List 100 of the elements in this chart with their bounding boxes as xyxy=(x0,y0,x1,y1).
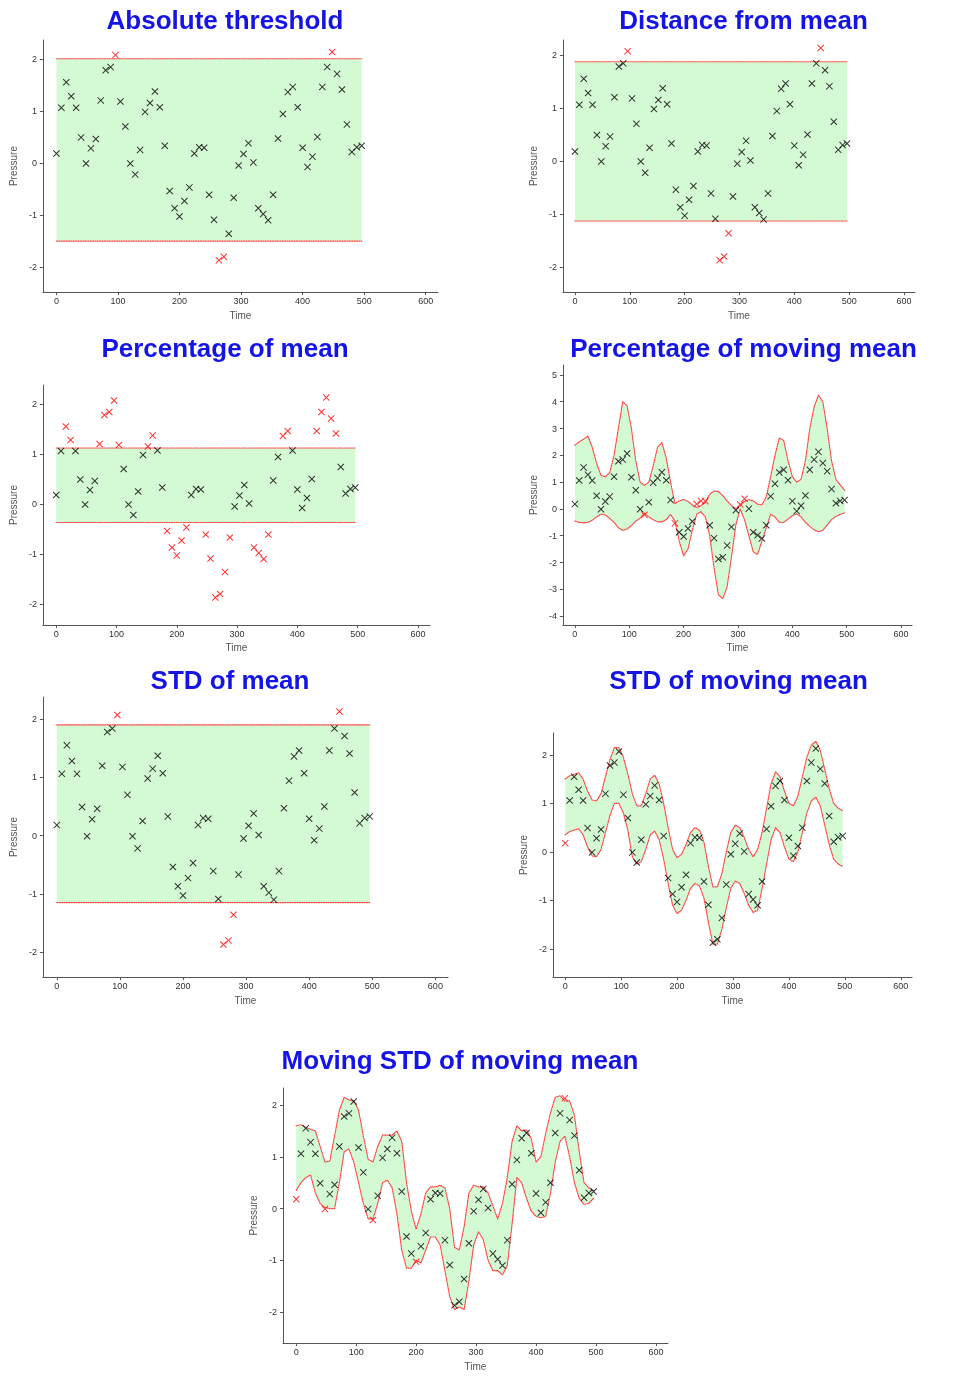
y-tick-label: 0 xyxy=(551,156,557,167)
line-series xyxy=(295,1135,595,1311)
x-tick-label: 400 xyxy=(301,980,317,991)
x-axis-title: Time xyxy=(234,994,257,1006)
x-tick-label: 400 xyxy=(786,295,802,306)
x-tick-label: 0 xyxy=(562,980,568,991)
x-axis-title: Time xyxy=(229,309,252,321)
y-tick-label: 1 xyxy=(551,102,557,113)
y-tick-label: -2 xyxy=(538,943,547,954)
y-axis-title: Pressure xyxy=(527,474,539,516)
y-tick-label: -2 xyxy=(548,262,557,273)
y-tick-label: -3 xyxy=(548,584,557,595)
y-tick-label: 0 xyxy=(31,830,37,841)
x-tick-label: 600 xyxy=(896,295,912,306)
x-tick-label: 200 xyxy=(677,295,693,306)
y-tick-label: 1 xyxy=(31,449,37,459)
y-tick-label: -2 xyxy=(28,947,37,958)
x-axis-title: Time xyxy=(464,1360,487,1372)
x-tick-label: 0 xyxy=(293,1346,299,1357)
y-tick-label: 0 xyxy=(551,503,557,514)
x-tick-label: 200 xyxy=(175,980,191,991)
x-tick-label: 500 xyxy=(841,295,857,306)
x-tick-label: 300 xyxy=(229,628,245,639)
x-tick-label: 300 xyxy=(468,1346,484,1357)
y-axis-title: Pressure xyxy=(517,834,529,876)
chart-title: Percentage of mean xyxy=(101,333,349,363)
line-series xyxy=(564,796,844,945)
line-series xyxy=(564,740,844,888)
x-tick-label: 0 xyxy=(572,628,578,639)
chart-title: Percentage of moving mean xyxy=(570,333,917,363)
y-tick-label: 5 xyxy=(551,369,557,380)
x-tick-label: 0 xyxy=(53,295,59,306)
x-axis-title: Time xyxy=(225,642,248,654)
x-tick-label: 100 xyxy=(108,628,124,639)
x-tick-label: 500 xyxy=(588,1346,604,1357)
y-tick-label: 2 xyxy=(271,1100,277,1111)
y-tick-label: -1 xyxy=(28,549,37,559)
x-tick-label: 100 xyxy=(613,980,629,991)
y-tick-label: 0 xyxy=(541,846,547,857)
x-tick-label: 500 xyxy=(350,628,366,639)
chart-title: Moving STD of moving mean xyxy=(281,1045,639,1075)
y-axis-title: Pressure xyxy=(247,1195,259,1236)
y-tick-label: -2 xyxy=(268,1307,277,1318)
y-tick-label: 0 xyxy=(31,157,37,168)
x-tick-label: 200 xyxy=(408,1346,424,1357)
y-tick-label: 4 xyxy=(551,396,557,407)
x-tick-label: 200 xyxy=(676,628,692,639)
x-tick-label: 200 xyxy=(669,980,685,991)
x-tick-label: 600 xyxy=(893,628,909,639)
x-tick-label: 200 xyxy=(169,628,185,639)
x-tick-label: 600 xyxy=(410,628,426,639)
y-tick-label: -1 xyxy=(268,1255,277,1266)
y-axis-title: Pressure xyxy=(7,145,19,187)
x-tick-label: 500 xyxy=(364,980,380,991)
x-tick-label: 100 xyxy=(112,980,128,991)
y-tick-label: 2 xyxy=(31,53,37,64)
x-tick-label: 100 xyxy=(348,1346,364,1357)
x-tick-label: 400 xyxy=(528,1346,544,1357)
y-tick-label: 1 xyxy=(551,477,557,488)
x-tick-label: 100 xyxy=(110,295,126,306)
x-tick-label: 600 xyxy=(418,295,434,306)
y-axis-title: Pressure xyxy=(7,484,19,526)
y-tick-label: 1 xyxy=(31,772,37,783)
x-tick-label: 600 xyxy=(427,980,443,991)
x-tick-label: 100 xyxy=(621,628,637,639)
y-axis-title: Pressure xyxy=(527,145,539,187)
chart-title: Absolute threshold xyxy=(106,5,344,35)
y-tick-label: 2 xyxy=(541,749,547,760)
y-tick-label: -1 xyxy=(28,210,37,221)
x-tick-label: 400 xyxy=(781,980,797,991)
y-tick-label: -2 xyxy=(28,262,37,273)
x-tick-label: 400 xyxy=(289,628,305,639)
y-tick-label: 0 xyxy=(31,499,37,509)
y-tick-label: 1 xyxy=(271,1151,277,1162)
x-tick-label: 300 xyxy=(731,295,748,306)
x-tick-label: 300 xyxy=(725,980,741,991)
x-tick-label: 0 xyxy=(54,980,60,991)
y-tick-label: 1 xyxy=(541,798,547,809)
x-tick-label: 300 xyxy=(238,980,254,991)
y-axis-title: Pressure xyxy=(7,816,19,858)
y-tick-label: 3 xyxy=(551,423,557,434)
x-axis-title: Time xyxy=(726,642,749,654)
y-tick-label: -1 xyxy=(28,888,37,899)
x-tick-label: 400 xyxy=(784,628,800,639)
y-tick-label: -4 xyxy=(548,611,557,622)
x-tick-label: 0 xyxy=(572,295,578,306)
chart-title: Distance from mean xyxy=(619,5,868,35)
chart-title: STD of moving mean xyxy=(609,665,868,695)
y-tick-label: 1 xyxy=(31,105,37,116)
y-tick-label: 2 xyxy=(551,450,557,461)
y-tick-label: -2 xyxy=(548,557,557,568)
y-tick-label: 0 xyxy=(271,1203,277,1214)
x-tick-label: 100 xyxy=(622,295,638,306)
x-tick-label: 200 xyxy=(172,295,188,306)
x-tick-label: 600 xyxy=(893,980,909,991)
x-tick-label: 300 xyxy=(730,628,746,639)
x-tick-label: 600 xyxy=(648,1346,664,1357)
y-tick-label: -1 xyxy=(538,895,547,906)
x-tick-label: 0 xyxy=(53,628,59,639)
x-axis-title: Time xyxy=(721,994,744,1006)
